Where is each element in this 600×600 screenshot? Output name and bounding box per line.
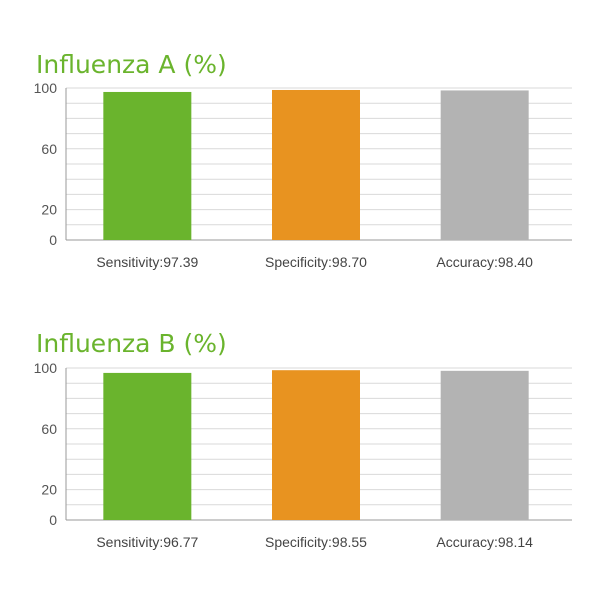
y-tick-label: 100 (34, 80, 58, 96)
bar (272, 89, 360, 240)
y-tick-label: 0 (49, 512, 57, 528)
bar (103, 372, 192, 520)
category-label: Sensitivity:97.39 (96, 254, 198, 270)
bar-chart-influenza-a: 0 20 60 100 Sensitivity:97.39 Specificity:98.… (34, 80, 572, 270)
bar-chart-influenza-b: 0 20 60 100 Sensitivity:96.77 Specificity:98.… (34, 360, 572, 550)
category-label: Accuracy:98.40 (436, 254, 533, 270)
bar (440, 90, 529, 240)
y-tick-label: 60 (41, 421, 57, 437)
category-label: Sensitivity:96.77 (96, 534, 198, 550)
bar (440, 370, 529, 520)
bar (103, 91, 192, 241)
y-tick-label: 60 (41, 141, 57, 157)
y-tick-label: 100 (34, 360, 58, 376)
category-label: Specificity:98.55 (265, 534, 367, 550)
category-label: Specificity:98.70 (265, 254, 367, 270)
category-label: Accuracy:98.14 (436, 534, 533, 550)
y-tick-label: 0 (49, 232, 57, 248)
y-tick-label: 20 (41, 202, 57, 218)
chart-title: Influenza B (%) (36, 329, 227, 358)
chart-title: Influenza A (%) (36, 50, 227, 79)
bar (272, 370, 360, 520)
y-tick-label: 20 (41, 482, 57, 498)
